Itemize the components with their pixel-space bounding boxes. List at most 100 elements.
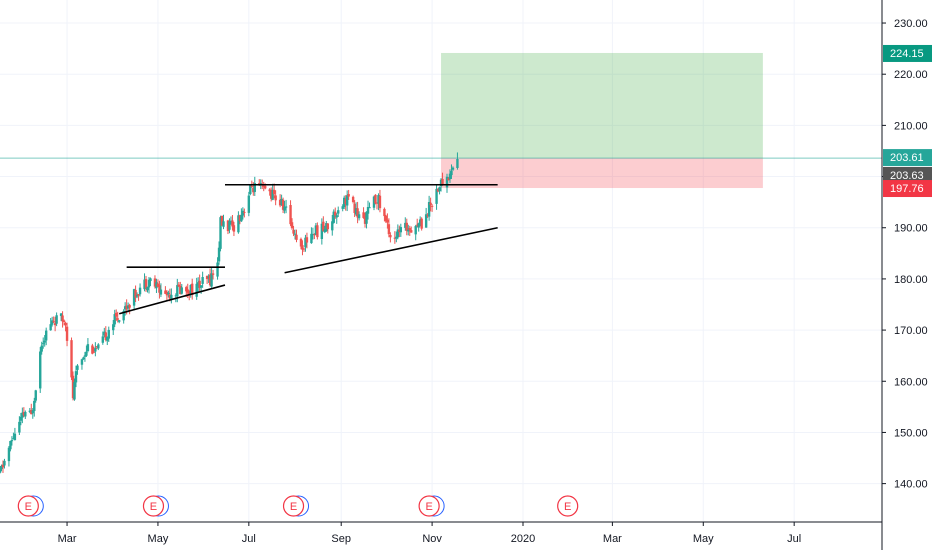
- candle-body: [274, 195, 277, 201]
- candle-body: [292, 229, 295, 234]
- candle-body: [59, 313, 63, 317]
- earnings-marker[interactable]: E: [282, 495, 310, 517]
- earnings-marker[interactable]: E: [557, 495, 579, 517]
- price-label-text: 197.76: [890, 183, 924, 195]
- time-axis-bg: [0, 522, 882, 550]
- candle-body: [407, 229, 410, 232]
- candle-body: [219, 217, 222, 249]
- candle-body: [128, 305, 131, 308]
- candle-body: [155, 282, 158, 289]
- y-tick-label: 160.00: [894, 376, 928, 388]
- trendlines[interactable]: [118, 183, 498, 315]
- y-tick-label: 210.00: [894, 120, 928, 132]
- price-label-bg: [883, 180, 932, 198]
- candle-body: [147, 279, 151, 288]
- candle-body: [116, 318, 119, 320]
- candle-body: [188, 292, 191, 296]
- candle-body: [49, 324, 52, 331]
- candle-body: [226, 220, 230, 232]
- candle-body: [198, 280, 201, 288]
- candle-body: [363, 216, 367, 224]
- candle-body: [302, 248, 306, 250]
- long-position-tool[interactable]: [0, 52, 882, 189]
- candle-body: [264, 185, 267, 189]
- candle-body: [97, 344, 100, 349]
- earnings-marker[interactable]: E: [142, 495, 169, 517]
- candle-body: [374, 194, 377, 204]
- candle-body: [34, 390, 37, 401]
- price-label-text: 224.15: [890, 48, 924, 60]
- candle-body: [365, 211, 368, 224]
- candle-body: [228, 221, 231, 230]
- candle-body: [137, 294, 140, 296]
- candle-body: [335, 215, 338, 218]
- candle-body: [448, 173, 452, 180]
- candle-body: [167, 292, 170, 295]
- earnings-marker[interactable]: E: [17, 495, 44, 517]
- candle-body: [372, 196, 376, 208]
- candle-body: [347, 194, 350, 197]
- candle-body: [201, 277, 204, 284]
- candle-body: [310, 233, 313, 244]
- candle-body: [252, 187, 255, 193]
- price-label: 203.61: [883, 149, 932, 167]
- candle-body: [62, 320, 66, 323]
- candle-body: [304, 237, 307, 248]
- candle-body: [0, 468, 2, 473]
- candle-body: [3, 460, 6, 466]
- candle-body: [112, 324, 115, 331]
- candle-body: [222, 221, 225, 227]
- candle-body: [398, 229, 401, 232]
- candle-body: [395, 236, 398, 239]
- candle-body: [153, 278, 157, 287]
- candle-body: [31, 410, 34, 414]
- candle-body: [113, 314, 116, 325]
- candle-body: [426, 214, 429, 216]
- candle-body: [418, 219, 422, 225]
- profit-zone: [441, 52, 763, 158]
- price-label: 197.76: [883, 180, 932, 198]
- earnings-circle-icon: [17, 495, 39, 517]
- trendline-support-may: [118, 284, 226, 315]
- candle-body: [12, 438, 15, 440]
- candle-body: [249, 185, 252, 195]
- candle-body: [217, 247, 221, 262]
- stop-zone: [441, 157, 763, 189]
- candle-body: [389, 234, 392, 238]
- candle-body: [436, 189, 440, 192]
- candle-body: [334, 211, 337, 216]
- candle-body: [345, 195, 349, 206]
- earnings-circle-icon: [418, 495, 440, 517]
- candle-body: [186, 289, 189, 293]
- candle-body: [281, 199, 285, 210]
- candle-body: [272, 189, 276, 195]
- candle-body: [344, 199, 347, 205]
- candle-body: [351, 196, 355, 203]
- candle-body: [331, 221, 334, 231]
- candle-body: [417, 223, 420, 228]
- candle-body: [253, 183, 256, 192]
- candle-body: [211, 273, 215, 275]
- candle-body: [95, 346, 99, 348]
- candle-body: [353, 203, 356, 214]
- candle-body: [435, 188, 438, 204]
- x-tick-label: May: [148, 533, 169, 545]
- candle-body: [196, 282, 200, 286]
- earnings-label: E: [290, 501, 297, 513]
- candle-body: [13, 433, 17, 441]
- candle-body: [43, 340, 46, 343]
- candle-body: [115, 312, 118, 317]
- candles: [0, 152, 459, 474]
- earnings-marker[interactable]: E: [418, 495, 445, 517]
- candle-body: [71, 375, 75, 399]
- candle-body: [316, 225, 319, 238]
- candle-body: [293, 233, 297, 235]
- candle-body: [216, 262, 219, 277]
- candle-body: [42, 343, 45, 345]
- earnings-circle-icon: [282, 495, 305, 517]
- candle-body: [103, 331, 106, 336]
